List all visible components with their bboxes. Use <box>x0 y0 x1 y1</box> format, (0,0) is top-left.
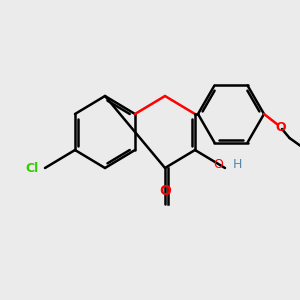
Text: O: O <box>214 158 224 171</box>
Text: O: O <box>159 184 171 198</box>
Text: Cl: Cl <box>26 161 39 175</box>
Text: H: H <box>232 158 242 171</box>
Text: O: O <box>275 121 286 134</box>
